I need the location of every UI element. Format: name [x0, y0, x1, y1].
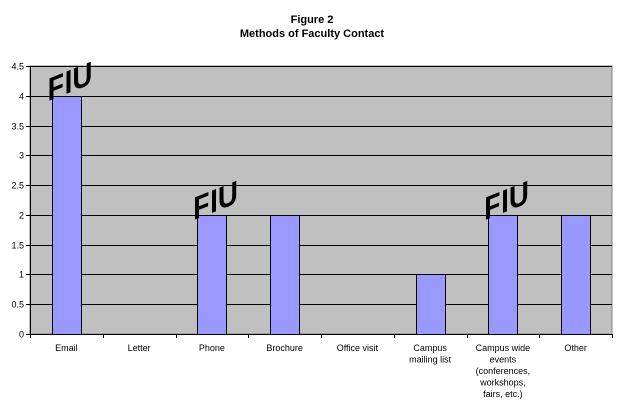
x-tick-label: Email	[55, 343, 78, 353]
y-tick-label: 0.5	[11, 300, 24, 310]
chart-subtitle: Methods of Faculty Contact	[239, 28, 385, 40]
bar	[416, 274, 446, 335]
y-tick-label: 1	[19, 270, 24, 280]
y-tick-label: 2	[19, 211, 24, 221]
bar	[197, 215, 227, 335]
x-tick-label: Office visit	[337, 343, 379, 353]
y-tick-label: 4.5	[11, 62, 24, 72]
x-tick-label: fairs, etc.)	[483, 389, 523, 399]
bar	[270, 215, 300, 335]
x-tick-label: Brochure	[266, 343, 303, 353]
x-tick-label: (conferences,	[476, 366, 531, 376]
x-tick-label: Letter	[128, 343, 151, 353]
y-tick-label: 3	[19, 151, 24, 161]
y-tick-label: 0	[19, 330, 24, 340]
chart-title: Figure 2	[290, 14, 334, 26]
y-tick-label: 2.5	[11, 181, 24, 191]
bar	[561, 215, 591, 335]
y-tick-label: 1.5	[11, 241, 24, 251]
y-tick-label: 3.5	[11, 122, 24, 132]
x-tick-label: Phone	[199, 343, 225, 353]
x-tick-label: mailing list	[409, 355, 452, 365]
x-tick-label: events	[490, 355, 517, 365]
x-tick-label: Campus wide	[476, 343, 531, 353]
bar	[52, 96, 82, 335]
bar	[488, 215, 518, 335]
y-tick-label: 4	[19, 92, 24, 102]
x-tick-label: Other	[564, 343, 587, 353]
x-tick-label: workshops,	[479, 378, 526, 388]
x-tick-label: Campus	[413, 343, 447, 353]
